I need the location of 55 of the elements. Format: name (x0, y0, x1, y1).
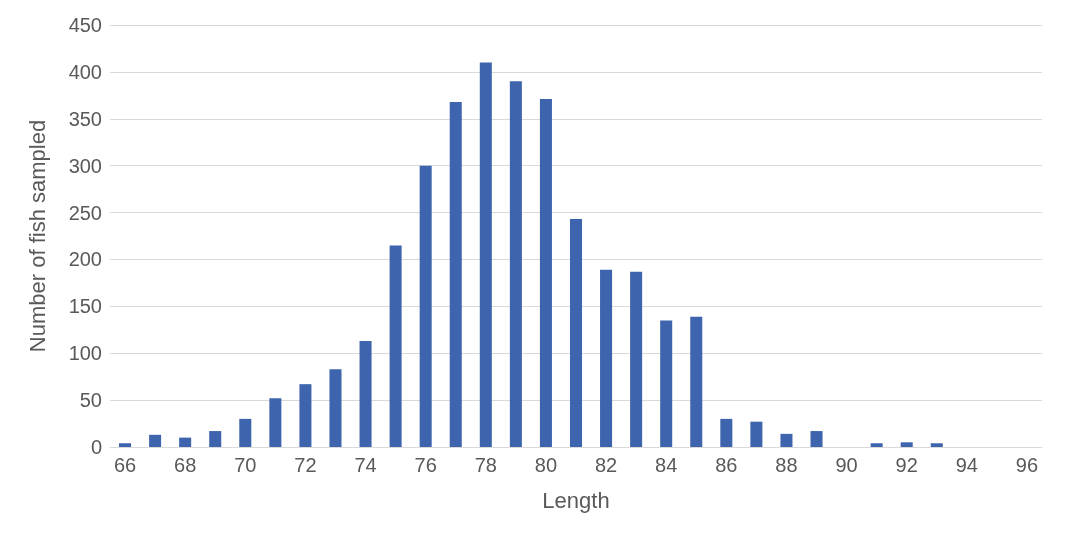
x-tick-label: 76 (414, 454, 437, 476)
x-tick-label: 84 (655, 454, 678, 476)
bar (359, 341, 372, 447)
bar (690, 316, 703, 447)
y-tick-label: 350 (68, 107, 102, 130)
bar (660, 320, 673, 447)
bar (569, 219, 583, 447)
bar (750, 421, 763, 447)
y-tick-label: 150 (68, 295, 102, 318)
bar (149, 434, 162, 447)
bar (389, 245, 402, 447)
bar (630, 271, 643, 447)
x-axis-title: Length (542, 487, 610, 513)
x-tick-label: 96 (1015, 454, 1039, 476)
bar (209, 431, 222, 447)
y-tick-label: 100 (68, 342, 102, 365)
y-tick-label: 300 (68, 154, 102, 177)
x-tick-label: 92 (895, 454, 918, 476)
x-tick-label: 74 (354, 454, 377, 476)
x-tick-label: 94 (955, 454, 978, 476)
x-tick-label: 70 (234, 454, 257, 476)
bar (269, 398, 282, 447)
bar (239, 418, 252, 447)
bar (449, 101, 462, 447)
bar (720, 418, 733, 447)
x-tick-label: 86 (715, 454, 738, 476)
x-tick-label: 90 (835, 454, 858, 476)
bar (509, 81, 522, 447)
bar (179, 437, 192, 447)
x-tick-label: 88 (775, 454, 798, 476)
y-tick-label: 250 (68, 201, 102, 224)
y-tick-label: 50 (79, 389, 102, 412)
bar (900, 442, 913, 447)
y-tick-label: 400 (68, 60, 102, 83)
bar (810, 431, 823, 447)
y-tick-label: 200 (68, 248, 102, 271)
bar (329, 369, 342, 447)
x-tick-label: 78 (474, 454, 497, 476)
x-tick-label: 72 (294, 454, 317, 476)
bar (299, 384, 312, 447)
bar (539, 99, 552, 447)
bar (479, 62, 492, 447)
bar (419, 165, 432, 447)
x-tick-label: 80 (534, 454, 558, 476)
x-tick-label: 66 (113, 454, 137, 476)
bar (930, 443, 943, 447)
y-axis-title: Number of fish sampled (24, 119, 50, 353)
bar (870, 443, 883, 447)
bar (600, 269, 613, 447)
bar (119, 443, 132, 447)
y-tick-label: 0 (90, 436, 102, 458)
y-tick-label: 450 (68, 14, 102, 36)
bar (780, 433, 793, 447)
x-tick-label: 82 (594, 454, 618, 476)
x-tick-label: 68 (174, 454, 197, 476)
